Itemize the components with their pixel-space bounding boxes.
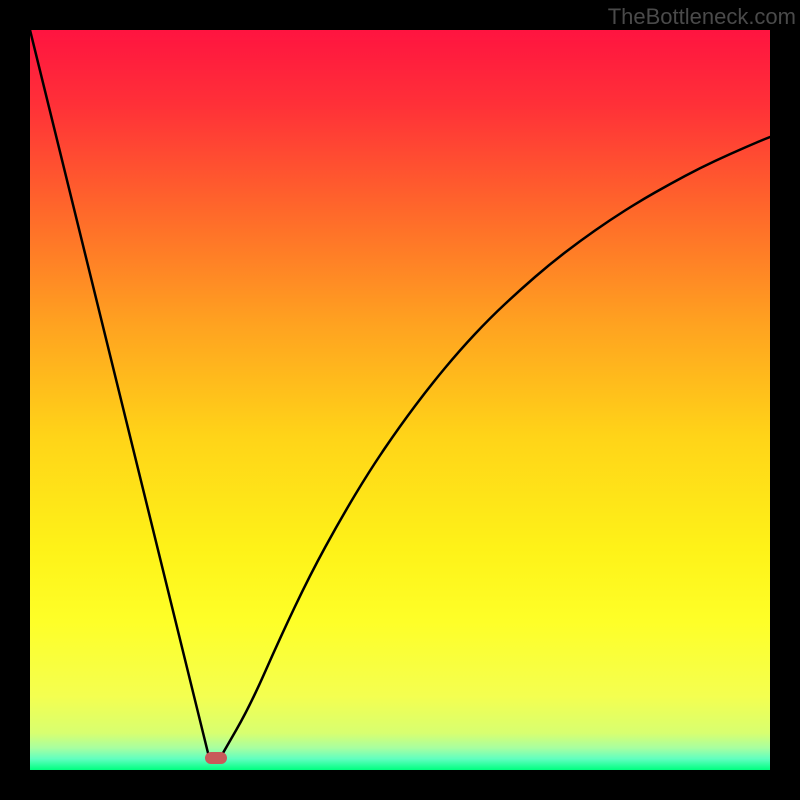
chart-frame: TheBottleneck.com [0, 0, 800, 800]
curve-layer [30, 30, 770, 770]
plot-area [30, 30, 770, 770]
valley-marker [205, 752, 227, 764]
watermark-text: TheBottleneck.com [608, 4, 796, 30]
bottleneck-curve [30, 30, 770, 757]
